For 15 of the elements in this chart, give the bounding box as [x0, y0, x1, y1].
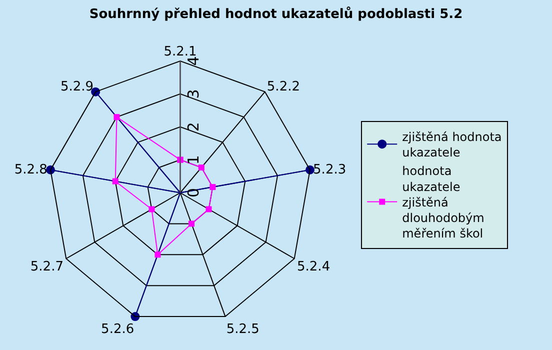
chart-title: Souhrnný přehled hodnot ukazatelů podoblasti 5.2: [89, 6, 463, 22]
spoke-label: 5.2.5: [226, 322, 260, 338]
y-tick-label: 2: [184, 122, 203, 132]
legend-label: hodnota ukazatele zjištěná dlouhodobým měřením škol: [402, 164, 484, 241]
y-tick-label: 3: [184, 89, 203, 99]
spoke-label: 5.2.3: [313, 162, 346, 178]
spoke-label: 5.2.7: [30, 260, 64, 275]
spoke-label: 5.2.4: [297, 260, 330, 275]
y-tick-label: 4: [184, 56, 203, 66]
spoke-label: 5.2.8: [14, 162, 48, 178]
y-tick-label: 0: [184, 188, 203, 198]
spoke-label: 5.2.6: [101, 322, 134, 338]
spoke-label: 5.2.2: [266, 79, 300, 94]
y-tick-label: 1: [184, 155, 203, 165]
spoke-label: 5.2.9: [60, 79, 94, 94]
